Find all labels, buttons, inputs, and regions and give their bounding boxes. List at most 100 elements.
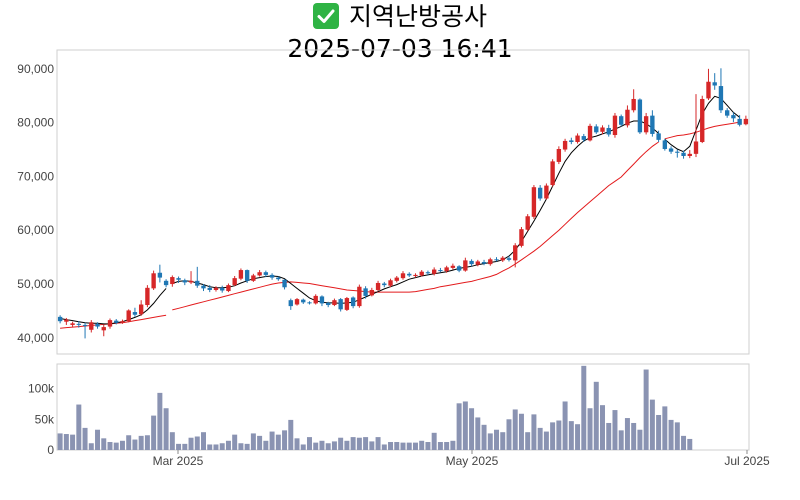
candle-body (188, 280, 194, 283)
volume-bar (238, 443, 244, 450)
candle-body (82, 324, 88, 326)
candle-body (656, 133, 661, 140)
candle-body (519, 229, 524, 246)
candle (544, 183, 549, 200)
volume-bar (568, 421, 574, 450)
candle-body (344, 298, 350, 310)
volume-bar (250, 433, 256, 450)
volume-bar (606, 422, 612, 450)
candle (675, 149, 680, 158)
candle (126, 309, 131, 323)
candle-body (724, 110, 730, 116)
candle-body (612, 115, 618, 136)
ma-long-line (60, 121, 740, 329)
candle (506, 256, 512, 262)
price-y-tick-label: 80,000 (17, 116, 54, 130)
candle-body (375, 282, 381, 290)
candle (357, 284, 362, 308)
volume-bar (487, 433, 493, 450)
volume-bar (288, 419, 294, 450)
candle-body (163, 280, 169, 286)
volume-bar (107, 442, 113, 450)
volume-bar (475, 417, 481, 450)
volume-bar (57, 433, 63, 450)
candle-body (700, 98, 705, 143)
candle-body (475, 261, 480, 265)
candle-body (456, 266, 462, 271)
candle-body (450, 265, 456, 268)
volume-bar (649, 399, 655, 450)
candle-body (513, 245, 518, 261)
candle-body (64, 319, 69, 322)
volume-bar (543, 431, 549, 450)
volume-bar (550, 422, 556, 450)
volume-bar (556, 420, 562, 450)
candle (706, 68, 711, 101)
candle-body (263, 272, 269, 275)
volume-bar (506, 419, 512, 450)
candle (145, 285, 150, 308)
volume-bar (450, 440, 456, 450)
volume-bar (338, 437, 344, 450)
candle (737, 115, 742, 127)
candle-body (269, 274, 275, 278)
volume-bar (313, 442, 319, 450)
candle-body (101, 327, 106, 331)
price-plot-frame (56, 49, 750, 355)
volume-bar (157, 392, 163, 450)
volume-bar (306, 437, 312, 450)
candle-body (469, 260, 474, 265)
candle (643, 112, 649, 135)
candle (562, 138, 568, 152)
candle (525, 214, 530, 232)
candle-body (182, 280, 187, 283)
candle (619, 114, 624, 127)
candle-body (157, 272, 163, 278)
candle (743, 115, 749, 126)
volume-bar (375, 437, 381, 450)
candle-body (251, 275, 256, 281)
candle (419, 270, 424, 277)
candle-body (70, 323, 75, 325)
candle (207, 285, 212, 293)
candle (326, 301, 331, 308)
candle-body (319, 296, 325, 304)
volume-bar (213, 444, 219, 450)
candle-body (631, 98, 636, 111)
candle (64, 317, 69, 325)
candle (425, 270, 431, 275)
candle (606, 124, 611, 137)
candle-body (226, 285, 231, 292)
candle-body (600, 127, 605, 132)
candle-body (737, 118, 742, 125)
volume-bar (525, 432, 531, 450)
candle (513, 243, 518, 268)
candle (388, 278, 393, 288)
candle (712, 73, 717, 90)
candle-body (257, 272, 262, 276)
candle (232, 275, 237, 287)
candle-body (332, 300, 337, 306)
candle-body (425, 272, 431, 274)
candle-body (575, 135, 580, 143)
volume-bar (356, 437, 362, 450)
candle-body (107, 320, 113, 327)
candle-body (413, 274, 418, 276)
volume-bar (225, 440, 231, 450)
volume-bar (462, 401, 468, 450)
candle (276, 276, 281, 281)
volume-bar (263, 440, 269, 450)
candle-body (637, 99, 643, 133)
volume-bar (151, 415, 157, 450)
candle-body (388, 280, 393, 286)
candle (668, 146, 674, 154)
candle-body (506, 258, 512, 260)
candle (201, 284, 206, 292)
candle-body (675, 151, 680, 153)
candle (282, 279, 287, 290)
candle (413, 273, 418, 278)
volume-bar (101, 438, 107, 450)
candle-body (419, 271, 424, 276)
candle (594, 124, 599, 134)
